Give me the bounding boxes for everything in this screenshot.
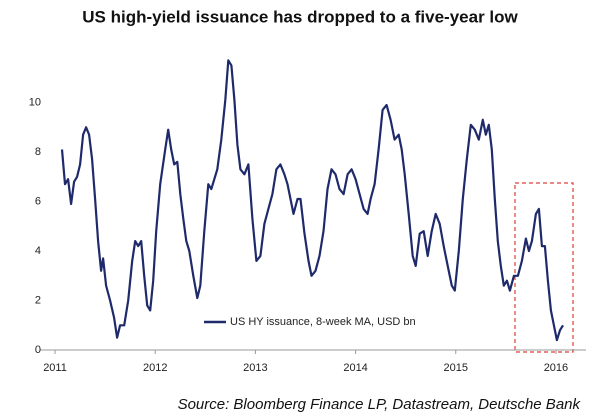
source-note: Source: Bloomberg Finance LP, Datastream…: [178, 396, 582, 413]
x-tick-label: 2015: [444, 362, 468, 374]
x-tick-label: 2011: [43, 362, 67, 374]
x-tick-label: 2014: [343, 362, 367, 374]
x-tick-label: 2012: [143, 362, 167, 374]
y-tick-label: 0: [35, 344, 41, 356]
y-tick-label: 2: [35, 294, 41, 306]
y-tick-label: 8: [35, 146, 41, 158]
highlight-box: [514, 182, 574, 353]
legend-label: US HY issuance, 8-week MA, USD bn: [230, 316, 416, 328]
x-tick-label: 2013: [243, 362, 267, 374]
chart-title: US high-yield issuance has dropped to a …: [82, 7, 518, 26]
y-tick-label: 10: [29, 96, 41, 108]
y-tick-label: 4: [35, 245, 41, 257]
data-line: [60, 59, 564, 342]
x-tick-label: 2016: [544, 362, 568, 374]
y-tick-label: 6: [35, 195, 41, 207]
